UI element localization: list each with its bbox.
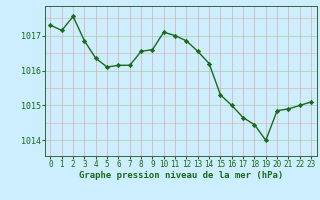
X-axis label: Graphe pression niveau de la mer (hPa): Graphe pression niveau de la mer (hPa) [79,171,283,180]
